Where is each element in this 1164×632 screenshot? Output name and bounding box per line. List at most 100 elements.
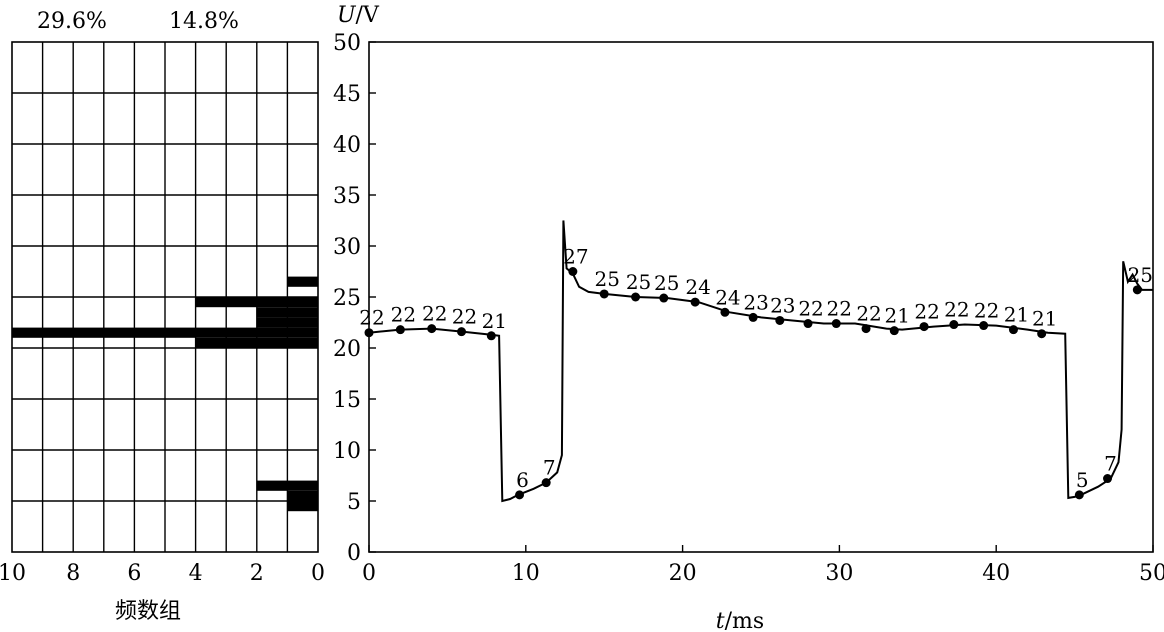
data-point (486, 331, 496, 341)
data-point (659, 293, 669, 303)
histogram-x-ticks: 10 8 6 4 2 0 (0, 561, 325, 586)
y-tick-label: 5 (347, 490, 361, 515)
x-tick-label: 20 (669, 561, 697, 586)
data-point (1074, 490, 1084, 500)
data-point (599, 289, 609, 299)
percent-label-2: 14.8% (169, 9, 239, 34)
y-tick-label: 0 (347, 541, 361, 566)
data-point (919, 322, 929, 332)
data-point-label: 22 (391, 303, 416, 327)
histogram-x-tick-label: 8 (66, 561, 80, 586)
data-point (541, 478, 551, 488)
data-point (568, 267, 578, 276)
histogram-frame (11, 41, 319, 553)
histogram-x-tick-label: 6 (127, 561, 141, 586)
histogram-bar (12, 327, 318, 338)
data-point-label: 22 (798, 297, 823, 321)
data-point-label: 25 (1128, 263, 1153, 287)
y-axis-ticks: 0 5 10 15 20 25 30 35 40 45 50 (333, 31, 376, 566)
axis-unit: /ms (725, 609, 765, 632)
histogram-x-tick-label: 0 (311, 561, 325, 586)
x-tick-label: 40 (982, 561, 1010, 586)
histogram-bar (256, 317, 318, 328)
data-point-label: 22 (452, 305, 477, 329)
data-point (1037, 329, 1047, 339)
x-tick-label: 50 (1139, 561, 1164, 586)
data-point-label: 23 (743, 290, 768, 314)
data-point-label: 21 (1004, 303, 1029, 327)
data-point-label: 22 (974, 299, 999, 323)
percent-label-1: 29.6% (37, 9, 107, 34)
y-tick-label: 50 (333, 31, 361, 56)
data-point (775, 315, 785, 325)
data-point-label: 5 (1076, 468, 1089, 492)
histogram-x-axis-label: 频数组 (115, 599, 181, 624)
data-point (457, 327, 467, 337)
histogram-bars (12, 276, 318, 512)
data-point (631, 292, 641, 302)
histogram-bar (287, 501, 318, 512)
data-point (1103, 474, 1113, 484)
data-point-label: 23 (770, 293, 795, 317)
histogram-bar (287, 276, 318, 287)
x-tick-label: 30 (825, 561, 853, 586)
y-tick-label: 15 (333, 388, 361, 413)
histogram-bar (287, 490, 318, 501)
data-point (949, 320, 959, 330)
histogram-x-tick-label: 2 (250, 561, 264, 586)
data-point (831, 319, 841, 329)
histogram-x-tick-label: 10 (0, 561, 26, 586)
x-axis-ticks: 0 10 20 30 40 50 (362, 545, 1164, 586)
y-tick-label: 35 (333, 184, 361, 209)
data-point-label: 22 (856, 302, 881, 326)
data-point (861, 324, 871, 334)
data-point-label: 21 (1032, 307, 1057, 331)
voltage-curve (368, 220, 1153, 503)
histogram-panel: 29.6% 14.8% 10 8 6 4 2 0 频数组 (0, 9, 325, 624)
histogram-bar (256, 307, 318, 318)
y-tick-label: 40 (333, 133, 361, 158)
histogram-bar (256, 480, 318, 491)
data-point-label: 22 (359, 306, 384, 330)
data-point (395, 325, 405, 335)
x-tick-label: 10 (512, 561, 540, 586)
data-point-label: 6 (516, 468, 529, 492)
data-point-label: 25 (594, 267, 619, 291)
x-axis-label: t/ms (716, 609, 764, 632)
data-point (1008, 325, 1018, 335)
data-point-label: 21 (885, 304, 910, 328)
data-point-label: 21 (482, 309, 507, 333)
axis-variable: U (337, 3, 357, 28)
data-point-label: 22 (944, 298, 969, 322)
data-point (748, 312, 758, 322)
y-tick-label: 20 (333, 337, 361, 362)
data-point-label: 7 (1104, 452, 1117, 476)
data-point (803, 319, 813, 329)
histogram-bar (195, 337, 318, 348)
y-tick-label: 25 (333, 286, 361, 311)
data-point-label: 22 (827, 297, 852, 321)
data-point (515, 490, 525, 500)
histogram-bar (195, 297, 318, 308)
histogram-x-tick-label: 4 (189, 561, 203, 586)
data-point-label: 25 (626, 270, 651, 294)
data-point (1132, 285, 1142, 295)
y-tick-label: 45 (333, 82, 361, 107)
data-point-label: 24 (715, 285, 740, 309)
data-point-label: 7 (543, 456, 556, 480)
y-tick-label: 30 (333, 235, 361, 260)
y-axis-label: U/V (337, 3, 380, 28)
data-point-label: 22 (422, 302, 447, 326)
axis-variable: t (716, 609, 725, 632)
data-point (427, 324, 437, 334)
data-point-label: 25 (654, 271, 679, 295)
data-point (889, 326, 899, 336)
data-point (720, 307, 730, 317)
data-point-label: 27 (563, 245, 588, 269)
axis-unit: /V (356, 3, 380, 28)
data-point (690, 297, 700, 307)
x-tick-label: 0 (362, 561, 376, 586)
